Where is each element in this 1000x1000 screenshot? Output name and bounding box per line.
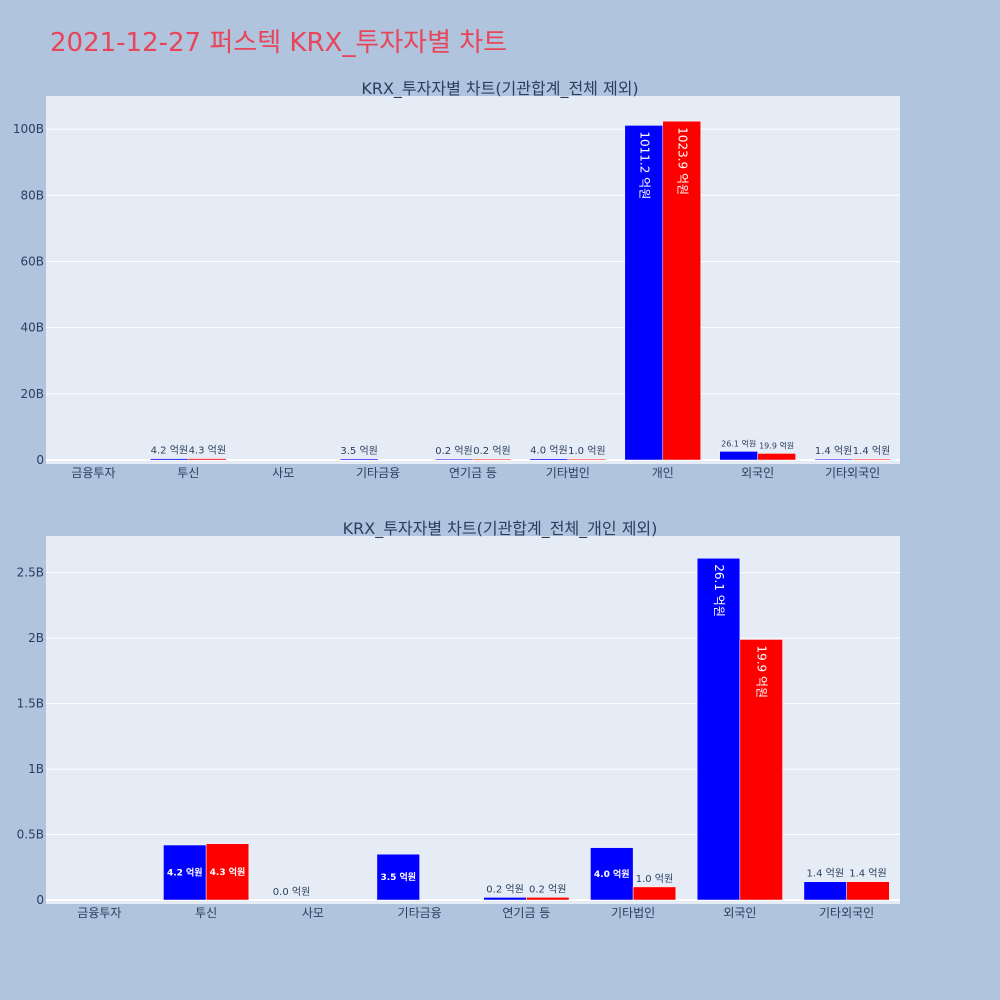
bar: [739, 639, 783, 901]
x-tick-label: 외국인: [723, 906, 756, 920]
data-label: 0.2 억원: [529, 883, 566, 895]
y-tick-label: 0.5B: [17, 828, 44, 842]
bar: [719, 451, 758, 461]
bar: [814, 458, 853, 461]
x-tick-label: 사모: [302, 906, 324, 920]
bar: [757, 453, 796, 461]
y-tick-label: 2B: [28, 631, 44, 645]
data-label: 3.5 억원: [340, 445, 377, 457]
bar: [852, 458, 891, 461]
data-label: 4.0 억원: [594, 868, 630, 880]
chart-1: KRX_투자자별 차트(기관합계_전체 제외) 0 20B 40B 60B 80B 100B…: [13, 79, 900, 480]
data-label: 19.9 억원: [759, 440, 794, 450]
data-label: 1.4 억원: [849, 868, 886, 880]
y-tick-label: 2.5B: [17, 566, 44, 580]
bar: [434, 458, 474, 461]
y-tick-label: 1B: [28, 762, 44, 776]
x-tick-label: 기타법인: [611, 906, 655, 920]
chart-title: KRX_투자자별 차트(기관합계_전체_개인 제외): [343, 519, 658, 539]
x-tick-label: 연기금 등: [449, 466, 497, 480]
chart-title: KRX_투자자별 차트(기관합계_전체 제외): [361, 79, 638, 99]
data-label: 4.3 억원: [189, 445, 226, 457]
bar: [205, 843, 250, 901]
bar: [163, 844, 207, 901]
y-tick-label: 0: [36, 893, 44, 907]
bar: [376, 853, 420, 901]
data-label: 3.5 억원: [380, 871, 416, 883]
data-label: 4.0 억원: [530, 445, 567, 457]
plot-area: [46, 96, 900, 464]
y-tick-label: 40B: [20, 321, 44, 335]
data-label: 4.2 억원: [167, 867, 203, 879]
data-label: 0.2 억원: [473, 445, 510, 457]
bar: [803, 881, 847, 901]
y-tick-label: 80B: [20, 188, 44, 202]
y-tick-label: 1.5B: [17, 697, 44, 711]
x-tick-label: 금융투자: [71, 466, 115, 480]
data-label: 0.0 억원: [273, 886, 310, 898]
data-label: 19.9 억원: [755, 645, 769, 698]
data-label: 1.0 억원: [568, 445, 605, 457]
bar: [567, 458, 607, 461]
bar: [483, 897, 527, 901]
data-label: 1.4 억원: [815, 445, 852, 457]
x-tick-label: 기타금융: [356, 466, 400, 480]
bar: [529, 458, 569, 461]
page-title: 2021-12-27 퍼스텍 KRX_투자자별 차트: [50, 28, 508, 58]
data-label: 1.4 억원: [807, 868, 844, 880]
y-tick-label: 100B: [13, 122, 44, 136]
bar: [590, 847, 634, 901]
x-tick-label: 투신: [177, 466, 199, 480]
bar: [696, 558, 741, 901]
bar: [662, 120, 701, 461]
data-label: 1.4 억원: [853, 445, 890, 457]
x-tick-label: 기타외국인: [825, 466, 880, 480]
x-tick-label: 투신: [195, 906, 217, 920]
bar: [632, 886, 677, 901]
bar: [339, 458, 379, 461]
bar: [846, 881, 890, 901]
bar: [150, 458, 189, 461]
chart-2: KRX_투자자별 차트(기관합계_전체_개인 제외) 0 0.5B 1B 1.5B 2B 2…: [17, 519, 900, 920]
x-tick-label: 개인: [652, 466, 674, 480]
data-label: 4.2 억원: [151, 445, 188, 457]
y-tick-label: 60B: [20, 254, 44, 268]
data-label: 26.1 억원: [721, 438, 756, 448]
bar: [472, 458, 512, 461]
data-label: 0.2 억원: [486, 883, 523, 895]
x-tick-label: 기타금융: [398, 906, 442, 920]
x-tick-label: 사모: [272, 466, 294, 480]
data-label: 4.3 억원: [210, 866, 246, 878]
x-tick-label: 기타법인: [546, 466, 590, 480]
data-label: 1023.9 억원: [675, 127, 689, 195]
data-label: 26.1 억원: [712, 564, 726, 617]
data-label: 1.0 억원: [636, 873, 673, 885]
data-label: 1011.2 억원: [637, 131, 651, 199]
x-tick-label: 연기금 등: [502, 906, 550, 920]
bar: [188, 458, 227, 461]
data-label: 0.2 억원: [435, 445, 472, 457]
y-tick-label: 20B: [20, 387, 44, 401]
x-tick-label: 외국인: [741, 466, 774, 480]
x-tick-label: 기타외국인: [819, 906, 874, 920]
y-tick-label: 0: [36, 453, 44, 467]
bar: [526, 897, 570, 901]
x-tick-label: 금융투자: [77, 906, 121, 920]
